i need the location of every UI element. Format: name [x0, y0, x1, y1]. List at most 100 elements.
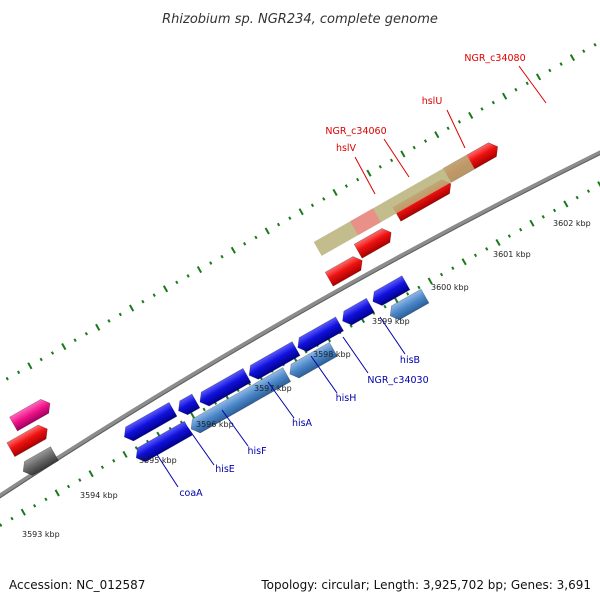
tick-mark [344, 184, 348, 188]
tick-mark [107, 319, 111, 323]
tick-mark [473, 253, 478, 258]
tick-mark [39, 357, 43, 362]
tick-mark [220, 254, 224, 259]
tick-label: 3594 kbp [80, 491, 118, 500]
tick-mark [202, 407, 206, 412]
tick-label: 3593 kbp [22, 530, 60, 539]
tick-label: 3600 kbp [431, 283, 469, 292]
gene-arrow[interactable] [175, 393, 201, 418]
tick-mark [575, 195, 579, 200]
leader-line [342, 336, 369, 374]
tick-mark [502, 92, 508, 100]
gene-label[interactable]: hisA [292, 418, 313, 429]
tick-mark [196, 265, 203, 274]
map-title: Rhizobium sp. NGR234, complete genome [162, 12, 438, 27]
gene-arrow[interactable] [19, 446, 59, 479]
tick-mark [529, 219, 535, 227]
tick-mark [451, 266, 455, 270]
tick-mark [559, 62, 563, 66]
tick-mark [209, 261, 213, 265]
gene-label[interactable]: hisE [215, 464, 235, 475]
tick-mark [383, 304, 387, 309]
tick-mark [0, 523, 3, 527]
tick-mark [322, 197, 326, 201]
tick-mark [356, 177, 360, 182]
gene-label[interactable]: hslV [336, 143, 357, 154]
gene-arrow[interactable] [245, 341, 301, 383]
tick-mark [54, 489, 60, 497]
gene-row [6, 142, 499, 479]
gene-arrow[interactable] [132, 420, 193, 465]
tick-mark [310, 203, 315, 208]
tick-mark [491, 100, 495, 105]
tick-mark [457, 120, 462, 124]
gene-label[interactable]: NGR_c34030 [367, 375, 428, 386]
gene-label[interactable]: hisF [247, 446, 266, 457]
tick-mark [162, 285, 169, 293]
tick-mark [563, 200, 569, 208]
tick-mark [514, 87, 518, 92]
tick-mark [118, 312, 122, 317]
tick-mark [507, 234, 511, 238]
gene-arrow[interactable] [120, 401, 178, 444]
tick-mark [439, 272, 444, 277]
tick-mark [389, 158, 394, 163]
tick-mark [535, 73, 542, 81]
gene-arrow[interactable] [196, 368, 252, 409]
gene-arrow[interactable] [339, 297, 375, 328]
tick-mark [175, 280, 179, 285]
gene-label[interactable]: hisB [400, 355, 420, 366]
tick-mark [10, 516, 14, 521]
gene-arrow[interactable] [353, 226, 395, 259]
tick-mark [73, 338, 77, 342]
gene-label[interactable]: coaA [179, 488, 203, 499]
tick-mark [593, 42, 597, 47]
gene-arrow[interactable] [386, 288, 430, 323]
tick-mark [20, 508, 26, 516]
tick-mark [332, 188, 338, 197]
tick-mark [541, 215, 545, 219]
gene-arrow[interactable] [294, 316, 344, 355]
tick-label: 3595 kbp [139, 456, 177, 465]
tick-mark [264, 227, 270, 235]
tick-mark [112, 459, 116, 463]
tick-mark [468, 111, 474, 119]
tick-mark [495, 238, 501, 247]
gene-label[interactable]: hisH [336, 393, 357, 404]
tick-mark [186, 274, 190, 278]
tick-mark [461, 258, 467, 266]
gene-arrow[interactable] [187, 367, 292, 436]
gene-arrow[interactable] [324, 253, 366, 287]
topology-stats-text: Topology: circular; Length: 3,925,702 bp… [261, 578, 591, 592]
leader-line [354, 156, 376, 195]
tick-label: 3598 kbp [313, 350, 351, 359]
tick-mark [152, 293, 156, 298]
gene-label[interactable]: hslU [422, 96, 443, 107]
tick-label: 3602 kbp [553, 219, 591, 228]
tick-mark [417, 285, 421, 290]
tick-mark [16, 370, 21, 375]
gene-label[interactable]: NGR_c34080 [464, 53, 525, 64]
leader-line [187, 427, 215, 466]
selection-band [313, 155, 475, 256]
tick-mark [485, 247, 489, 251]
leader-line [267, 381, 295, 419]
tick-mark [27, 362, 33, 370]
tick-mark [95, 323, 101, 331]
tick-mark [400, 150, 406, 158]
gene-arrow[interactable] [369, 275, 411, 309]
tick-mark [298, 208, 304, 216]
tick-mark [519, 227, 523, 232]
tick-mark [88, 470, 94, 478]
gene-arrow[interactable] [9, 396, 54, 432]
leader-line [310, 355, 338, 394]
tick-mark [548, 68, 552, 73]
tick-mark [427, 277, 433, 285]
selection-band-highlight [350, 208, 381, 236]
leader-line [446, 109, 466, 149]
tick-row-outer [5, 42, 597, 381]
gene-label[interactable]: NGR_c34060 [325, 126, 386, 137]
tick-mark [586, 189, 591, 193]
tick-label: 3596 kbp [196, 420, 234, 429]
gene-arrow[interactable] [6, 422, 51, 458]
